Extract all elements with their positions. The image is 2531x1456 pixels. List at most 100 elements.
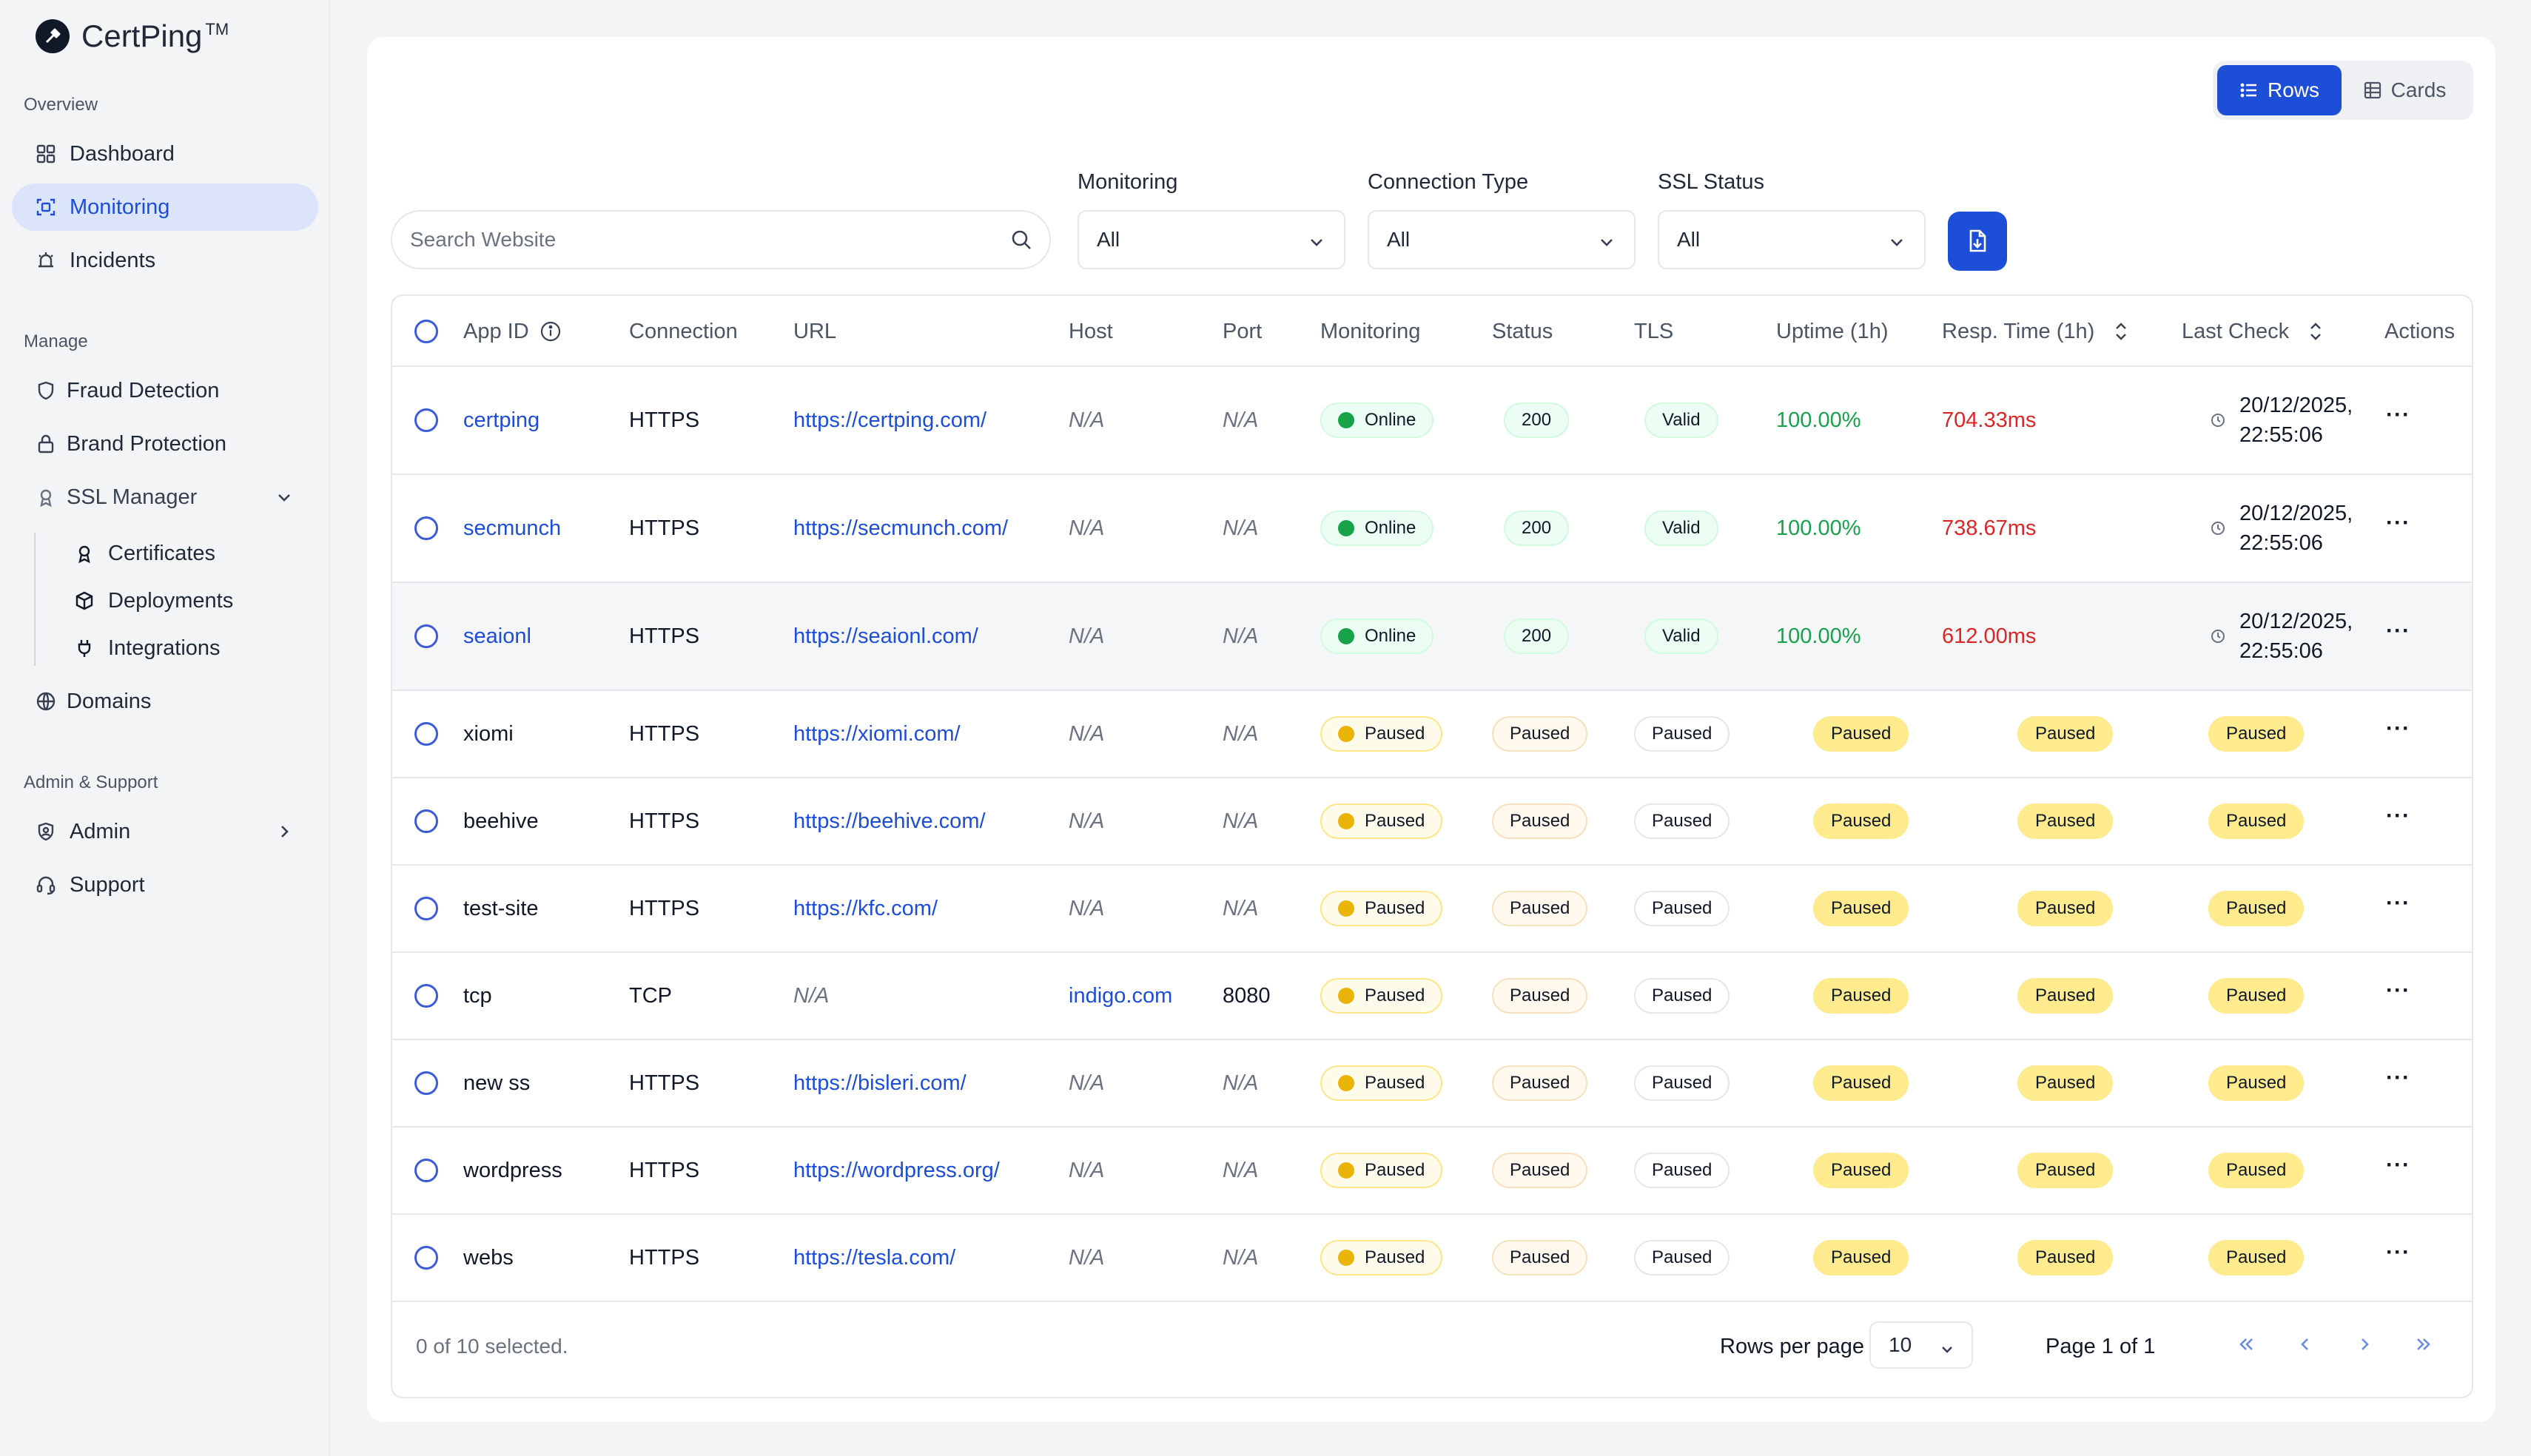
row-checkbox[interactable] (414, 367, 438, 473)
table-row[interactable]: seaionl HTTPS https://seaionl.com/N/A N/A On… (392, 583, 2472, 691)
tls-label: Paused (1652, 811, 1712, 831)
sidebar-item-certificates[interactable]: Certificates (61, 533, 305, 574)
row-checkbox[interactable] (414, 1128, 438, 1213)
row-checkbox[interactable] (414, 866, 438, 951)
search-input[interactable] (394, 213, 986, 266)
table-row[interactable]: secmunch HTTPS https://secmunch.com/N/A N/A… (392, 475, 2472, 583)
app-id[interactable]: certping (463, 367, 540, 473)
table-row[interactable]: webs HTTPS https://tesla.com/N/A N/A Paused P… (392, 1215, 2472, 1302)
sidebar-item-incidents[interactable]: Incidents (12, 237, 318, 284)
sidebar-item-admin[interactable]: Admin (12, 808, 318, 855)
filter-connection-select[interactable]: All (1368, 210, 1636, 269)
row-actions-button[interactable]: ··· (2386, 367, 2410, 473)
table-row[interactable]: beehive HTTPS https://beehive.com/N/A N/A Pa… (392, 778, 2472, 866)
port: N/A (1223, 475, 1258, 582)
row-actions-button[interactable]: ··· (2386, 1128, 2410, 1213)
app-id-text[interactable]: certping (463, 408, 540, 432)
sidebar-item-fraud-detection[interactable]: Fraud Detection (12, 367, 318, 414)
url[interactable]: https://kfc.com/ (793, 866, 938, 951)
host[interactable]: indigo.com (1069, 953, 1172, 1039)
header-last-check[interactable]: Last Check (2182, 296, 2325, 367)
row-checkbox[interactable] (414, 691, 438, 777)
url-text[interactable]: https://bisleri.com/ (793, 1071, 967, 1095)
app-logo[interactable]: CertPing TM (36, 16, 229, 56)
info-icon[interactable] (540, 320, 562, 343)
header-app-id[interactable]: App ID (463, 296, 562, 367)
last-check: 20/12/2025, 22:55:06 (2210, 367, 2353, 473)
row-actions-button[interactable]: ··· (2386, 866, 2410, 951)
url[interactable]: https://secmunch.com/ (793, 475, 1008, 582)
next-page-button[interactable] (2346, 1326, 2383, 1363)
url[interactable]: https://wordpress.org/ (793, 1128, 1000, 1213)
url[interactable]: https://xiomi.com/ (793, 691, 961, 777)
host-text[interactable]: indigo.com (1069, 983, 1173, 1008)
url[interactable]: https://tesla.com/ (793, 1215, 955, 1301)
prev-page-button[interactable] (2287, 1326, 2324, 1363)
row-checkbox[interactable] (414, 1040, 438, 1126)
sidebar-item-monitoring[interactable]: Monitoring (12, 183, 318, 231)
row-actions-button[interactable]: ··· (2386, 475, 2410, 582)
sort-icon[interactable] (2307, 320, 2325, 343)
row-actions-button[interactable]: ··· (2386, 778, 2410, 864)
url-text[interactable]: https://certping.com/ (793, 408, 987, 432)
url[interactable]: https://beehive.com/ (793, 778, 986, 864)
export-button[interactable] (1948, 212, 2007, 271)
sidebar-item-dashboard[interactable]: Dashboard (12, 130, 318, 178)
row-checkbox[interactable] (414, 778, 438, 864)
select-all-checkbox[interactable] (414, 296, 438, 367)
rows-per-page-select[interactable]: 10 (1869, 1321, 1973, 1369)
sidebar-item-brand-protection[interactable]: Brand Protection (12, 420, 318, 468)
filter-ssl-select[interactable]: All (1658, 210, 1926, 269)
sidebar-item-domains[interactable]: Domains (12, 678, 318, 725)
url-text[interactable]: https://kfc.com/ (793, 896, 938, 920)
table-row[interactable]: new ss HTTPS https://bisleri.com/N/A N/A Pau… (392, 1040, 2472, 1128)
url-text[interactable]: https://secmunch.com/ (793, 516, 1009, 540)
port-text: N/A (1223, 624, 1259, 648)
filter-value: All (1387, 228, 1411, 251)
table-row[interactable]: wordpress HTTPS https://wordpress.org/N/A N… (392, 1128, 2472, 1215)
row-checkbox[interactable] (414, 475, 438, 582)
url[interactable]: https://bisleri.com/ (793, 1040, 967, 1126)
sort-icon[interactable] (2112, 320, 2130, 343)
url-text[interactable]: https://tesla.com/ (793, 1245, 956, 1270)
last-check-badge: Paused (2208, 1240, 2305, 1275)
view-rows-button[interactable]: Rows (2217, 65, 2342, 115)
last-check-time: 22:55:06 (2239, 639, 2323, 663)
sidebar-item-ssl-manager[interactable]: SSL Manager (12, 473, 318, 521)
app-id-text[interactable]: seaionl (463, 624, 531, 648)
table-row[interactable]: tcp TCP N/A indigo.com 8080 Paused Paused Pause… (392, 953, 2472, 1040)
sidebar-item-integrations[interactable]: Integrations (61, 627, 305, 669)
sidebar-item-deployments[interactable]: Deployments (61, 580, 305, 621)
url-text[interactable]: https://seaionl.com/ (793, 624, 978, 648)
last-page-button[interactable] (2405, 1326, 2442, 1363)
row-actions-button[interactable]: ··· (2386, 583, 2410, 690)
url[interactable]: https://certping.com/ (793, 367, 986, 473)
url-text[interactable]: https://xiomi.com/ (793, 721, 961, 746)
row-checkbox[interactable] (414, 1215, 438, 1301)
search-icon[interactable] (1009, 228, 1033, 255)
row-actions-button[interactable]: ··· (2386, 1040, 2410, 1126)
app-id-text: beehive (463, 809, 539, 833)
table-row[interactable]: certping HTTPS https://certping.com/N/A N/A… (392, 367, 2472, 475)
app-id-text[interactable]: secmunch (463, 516, 562, 540)
url[interactable]: https://seaionl.com/ (793, 583, 978, 690)
first-page-button[interactable] (2228, 1326, 2265, 1363)
app-id[interactable]: secmunch (463, 475, 561, 582)
row-checkbox[interactable] (414, 953, 438, 1039)
view-cards-button[interactable]: Cards (2342, 65, 2467, 115)
filter-monitoring-select[interactable]: All (1078, 210, 1345, 269)
table-row[interactable]: xiomi HTTPS https://xiomi.com/N/A N/A Paused… (392, 691, 2472, 778)
tls-label: Valid (1662, 626, 1701, 646)
row-checkbox[interactable] (414, 583, 438, 690)
row-actions-button[interactable]: ··· (2386, 1215, 2410, 1301)
url-text[interactable]: https://wordpress.org/ (793, 1158, 1000, 1182)
header-host: Host (1069, 319, 1113, 343)
sidebar-item-support[interactable]: Support (12, 861, 318, 909)
app-id[interactable]: seaionl (463, 583, 531, 690)
row-actions-button[interactable]: ··· (2386, 953, 2410, 1039)
monitoring-label: Paused (1365, 985, 1425, 1005)
table-row[interactable]: test-site HTTPS https://kfc.com/N/A N/A Paus… (392, 866, 2472, 953)
url-text[interactable]: https://beehive.com/ (793, 809, 986, 833)
header-resp-time[interactable]: Resp. Time (1h) (1942, 296, 2130, 367)
row-actions-button[interactable]: ··· (2386, 691, 2410, 777)
